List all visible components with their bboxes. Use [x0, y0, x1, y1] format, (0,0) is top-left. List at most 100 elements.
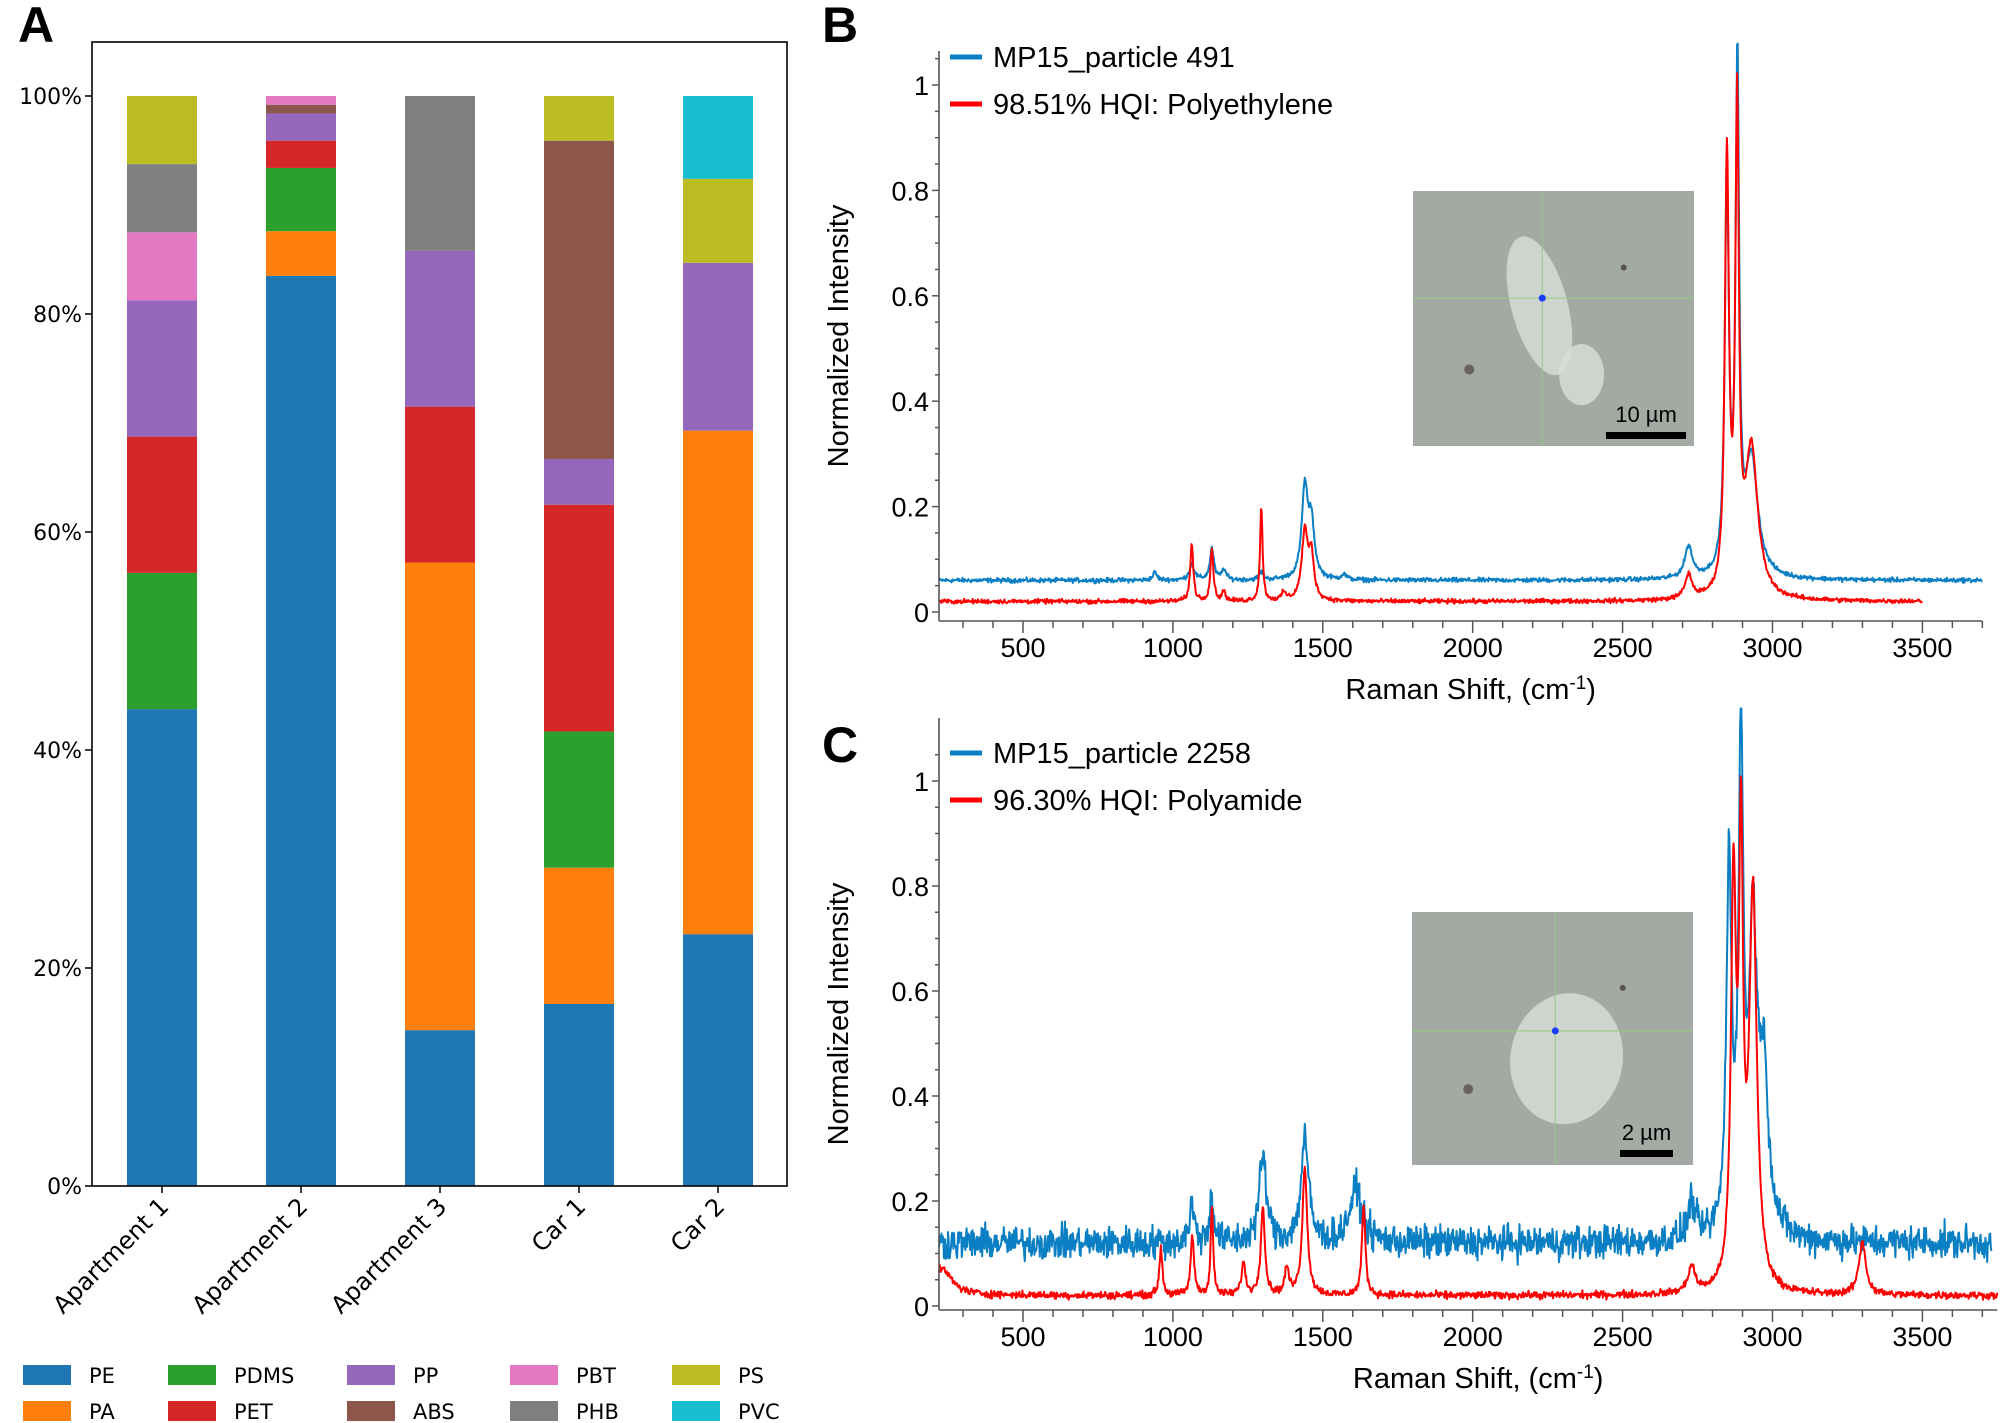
- legend-item-pa: PA: [23, 1400, 115, 1423]
- particle-micrograph-inset: 2 µm: [1412, 912, 1693, 1165]
- measurement-point-marker: [1551, 1027, 1559, 1035]
- bar-segment-pp-3: [405, 250, 475, 407]
- legend-swatch: [168, 1365, 216, 1385]
- bar-segment-ps-5: [683, 178, 753, 263]
- bar-segment-pa-2: [266, 231, 336, 276]
- y-tick-label: 0.2: [891, 1187, 929, 1217]
- legend-label: PVC: [738, 1400, 780, 1423]
- bar-segment-pp-2: [266, 113, 336, 141]
- legend-swatch: [510, 1365, 558, 1385]
- x-tick-label: 3500: [1892, 1322, 1952, 1352]
- legend-label: MP15_particle 2258: [993, 738, 1251, 770]
- legend-swatch: [23, 1401, 71, 1421]
- bar-segment-pp-1: [127, 300, 197, 437]
- y-tick-label: 1: [914, 71, 929, 101]
- category-label: Apartment 2: [186, 1192, 313, 1319]
- legend-item-ps: PS: [672, 1364, 764, 1388]
- legend-label: PDMS: [234, 1364, 294, 1388]
- y-tick-label: 40%: [33, 739, 82, 764]
- y-tick-label: 0: [914, 1292, 929, 1322]
- debris-speck: [1463, 1084, 1474, 1095]
- bar-segment-pdms-4: [544, 731, 614, 868]
- category-label: Apartment 3: [325, 1192, 452, 1319]
- legend-item-abs: ABS: [347, 1400, 455, 1423]
- legend-item-sample: MP15_particle 2258: [950, 738, 1251, 770]
- y-tick-label: 0.4: [891, 387, 929, 417]
- spectrum-line-sample: [938, 42, 1983, 585]
- bar-segment-abs-2: [266, 104, 336, 114]
- bar-segment-pvc-5: [683, 96, 753, 179]
- y-tick-label: 1: [914, 767, 929, 797]
- legend-label: PE: [89, 1364, 115, 1388]
- bar-segment-phb-3: [405, 96, 475, 251]
- spectrum-line-sample: [938, 707, 1993, 1266]
- debris-speck: [1464, 364, 1475, 375]
- y-tick-label: 0.4: [891, 1082, 929, 1112]
- legend-swatch: [168, 1401, 216, 1421]
- x-tick-label: 2500: [1593, 1322, 1653, 1352]
- spectrum-line-reference: [938, 72, 1923, 605]
- legend-label: PA: [89, 1400, 115, 1423]
- particle-shape: [1506, 236, 1573, 376]
- bar-segment-pe-5: [683, 934, 753, 1186]
- bar-segment-pa-3: [405, 562, 475, 1031]
- particle-shape: [1510, 993, 1624, 1125]
- bar-segment-pbt-1: [127, 232, 197, 301]
- spectrum-chart-c: 500 1000 1500 2000 2500 3000 3500 0 0.2 0.4 0.6 0.8…: [823, 707, 1999, 1395]
- x-tick-label: 1500: [1293, 1322, 1353, 1352]
- y-tick-label: 0%: [47, 1175, 82, 1200]
- legend-label: MP15_particle 491: [993, 42, 1235, 74]
- particle-micrograph-inset: 10 µm: [1413, 191, 1694, 446]
- scale-bar: [1606, 432, 1686, 439]
- legend-label: PET: [234, 1400, 273, 1423]
- x-axis-label-text: Raman Shift, (cm: [1353, 1363, 1577, 1395]
- y-tick-label: 20%: [33, 957, 82, 982]
- y-tick-label: 0.2: [891, 493, 929, 523]
- x-tick-label: 2000: [1443, 633, 1503, 663]
- category-label: Apartment 1: [47, 1192, 174, 1319]
- panel-label-c: C: [822, 717, 858, 773]
- spectrum-line-reference: [938, 775, 1999, 1301]
- legend-swatch: [23, 1365, 71, 1385]
- bar-segment-pa-4: [544, 867, 614, 1004]
- bar-segment-pet-3: [405, 406, 475, 563]
- legend-item-phb: PHB: [510, 1400, 619, 1423]
- y-tick-label: 0.8: [891, 872, 929, 902]
- bar-segment-pe-2: [266, 275, 336, 1187]
- legend-swatch: [672, 1365, 720, 1385]
- y-tick-label: 60%: [33, 521, 82, 546]
- y-tick-label: 0: [914, 598, 929, 628]
- legend-swatch: [672, 1401, 720, 1421]
- x-axis-label: Raman Shift, (cm-1): [1345, 673, 1596, 706]
- legend-item-pdms: PDMS: [168, 1364, 294, 1388]
- particle-shape: [1559, 344, 1605, 406]
- legend-swatch: [347, 1401, 395, 1421]
- legend-label: PBT: [576, 1364, 616, 1388]
- x-tick-label: 1500: [1293, 633, 1353, 663]
- x-axis-label-end: ): [1594, 1363, 1604, 1395]
- panel-label-a: A: [18, 0, 54, 53]
- panel-label-b: B: [822, 0, 858, 53]
- y-axis-label: Normalized Intensity: [823, 882, 855, 1145]
- legend-label: 96.30% HQI: Polyamide: [993, 785, 1302, 817]
- x-axis-label-text: Raman Shift, (cm: [1345, 674, 1569, 706]
- y-tick-label: 0.8: [891, 176, 929, 206]
- x-tick-label: 2500: [1593, 633, 1653, 663]
- spectrum-chart-b: 500 1000 1500 2000 2500 3000 3500 0 0.2 0.4 0.6 0.8…: [823, 42, 1984, 706]
- legend-swatch: [347, 1365, 395, 1385]
- legend-item-pbt: PBT: [510, 1364, 616, 1388]
- bar-segment-ps-4: [544, 96, 614, 141]
- bar-segment-abs-4: [544, 140, 614, 459]
- x-axis-label-end: ): [1586, 674, 1596, 706]
- bar-segment-pp-5: [683, 262, 753, 431]
- bar-segment-pe-3: [405, 1030, 475, 1186]
- x-tick-label: 500: [1000, 1322, 1045, 1352]
- x-axis-label-sup: -1: [1577, 1362, 1594, 1383]
- bar-segment-pet-4: [544, 504, 614, 732]
- scale-bar: [1620, 1150, 1673, 1157]
- x-tick-label: 500: [1000, 633, 1045, 663]
- bar-segment-ps-1: [127, 96, 197, 165]
- x-tick-label: 3000: [1742, 1322, 1802, 1352]
- bar-segment-pdms-1: [127, 572, 197, 710]
